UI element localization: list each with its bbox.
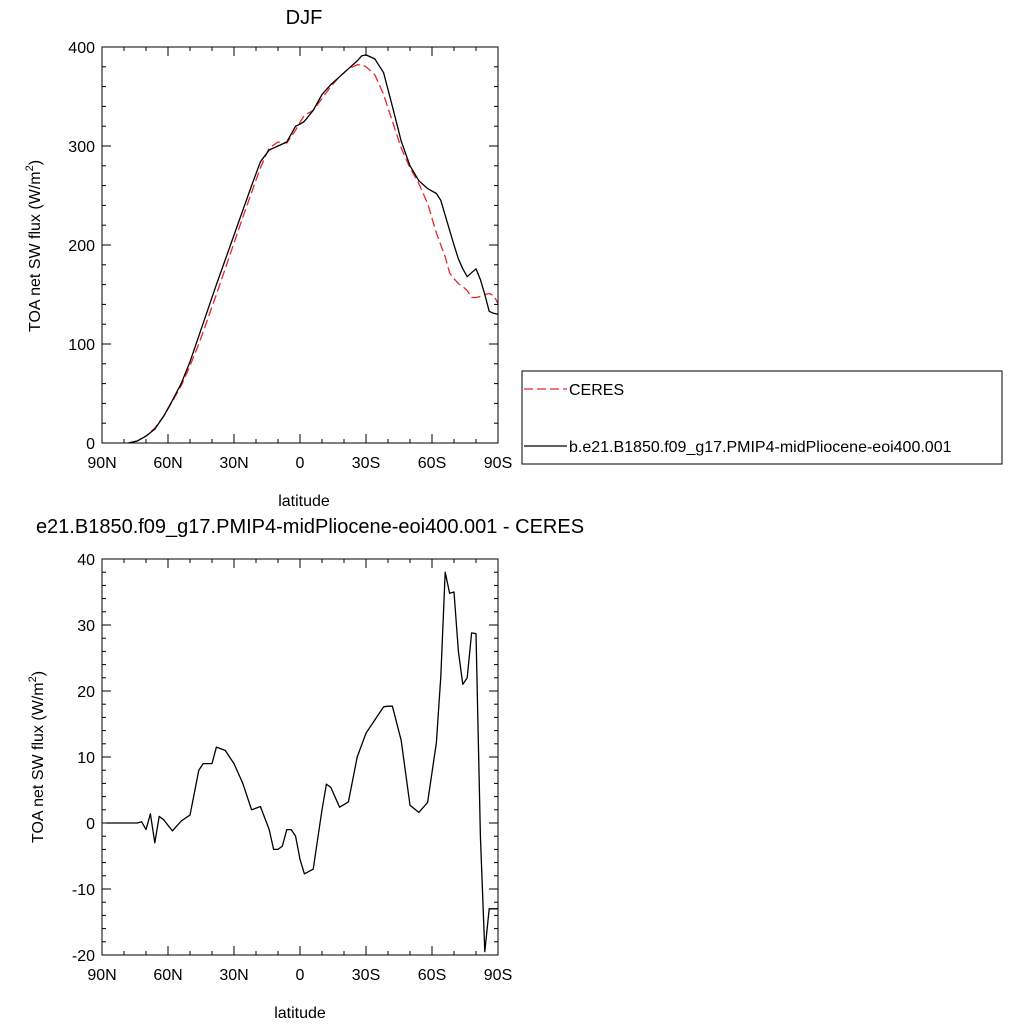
x-tick-label: 90S (484, 455, 512, 472)
chart-top: DJF TOA net SW flux (W/m2) latitude 90N 6… (24, 7, 512, 510)
y-tick-label: 10 (77, 750, 95, 767)
series-layer (128, 54, 499, 444)
y-axis-label-tail: ) (30, 671, 47, 676)
y-tick-label: -20 (72, 948, 95, 965)
plot-frame (101, 558, 499, 956)
x-tick-label: 30S (352, 455, 380, 472)
y-tick-label: 40 (77, 552, 95, 569)
y-tick-label: 0 (86, 436, 95, 453)
y-tick-label: 300 (68, 139, 95, 156)
legend-box (521, 370, 1003, 465)
series-line-b-e21-b1850-f09-g17-pmip4-midpliocene-eoi400-001 (128, 54, 499, 444)
x-tick-label: 30N (219, 967, 248, 984)
x-tick-label: 60N (153, 967, 182, 984)
chart-bottom: e21.B1850.f09_g17.PMIP4-midPliocene-eoi4… (27, 516, 584, 1022)
chart-title: DJF (286, 7, 323, 29)
x-tick-label: 90S (484, 967, 512, 984)
series-line-ceres (128, 64, 499, 444)
plot-frame (101, 46, 499, 444)
y-axis-label-text: TOA net SW flux (W/m (30, 682, 47, 843)
x-tick-label: 60S (418, 455, 446, 472)
svg-text:TOA net SW flux (W/m2): TOA net SW flux (W/m2) (27, 671, 47, 843)
x-tick-label: 60N (153, 455, 182, 472)
y-axis-label-tail: ) (27, 160, 44, 165)
legend-item-ceres: CERES (524, 382, 624, 399)
x-tick-label: 60S (418, 967, 446, 984)
y-tick-label: -10 (72, 882, 95, 899)
y-tick-label: 100 (68, 337, 95, 354)
x-axis-label: latitude (278, 493, 330, 510)
x-tick-label: 90N (87, 455, 116, 472)
y-axis-label: TOA net SW flux (W/m2) (24, 160, 44, 332)
legend-item-model: b.e21.B1850.f09_g17.PMIP4-midPliocene-eo… (524, 439, 952, 456)
axis-ticks: 90N 60N 30N 0 30S 60S 90S 0 100 200 300 400 (68, 40, 512, 472)
y-tick-label: 0 (86, 816, 95, 833)
svg-text:TOA net SW flux (W/m2): TOA net SW flux (W/m2) (24, 160, 44, 332)
legend-label-model: b.e21.B1850.f09_g17.PMIP4-midPliocene-eo… (569, 439, 952, 456)
axis-ticks: 90N 60N 30N 0 30S 60S 90S -20 -10 0 10 20 30 40 (72, 552, 512, 984)
legend: CERES b.e21.B1850.f09_g17.PMIP4-midPlioc… (521, 370, 1003, 465)
y-tick-label: 20 (77, 684, 95, 701)
x-tick-label: 0 (296, 967, 305, 984)
x-tick-label: 0 (296, 455, 305, 472)
y-axis-label-superscript: 2 (24, 165, 36, 171)
x-tick-label: 30S (352, 967, 380, 984)
legend-label-ceres: CERES (569, 382, 624, 399)
x-axis-label: latitude (274, 1005, 326, 1022)
y-axis-label-superscript: 2 (27, 676, 39, 682)
y-tick-label: 30 (77, 618, 95, 635)
y-axis-label-text: TOA net SW flux (W/m (27, 171, 44, 332)
x-tick-label: 30N (219, 455, 248, 472)
series-layer (106, 571, 498, 953)
y-axis-label: TOA net SW flux (W/m2) (27, 671, 47, 843)
series-line-difference (106, 571, 498, 953)
x-tick-label: 90N (87, 967, 116, 984)
chart-title: e21.B1850.f09_g17.PMIP4-midPliocene-eoi4… (36, 516, 584, 538)
y-tick-label: 400 (68, 40, 95, 57)
y-tick-label: 200 (68, 238, 95, 255)
